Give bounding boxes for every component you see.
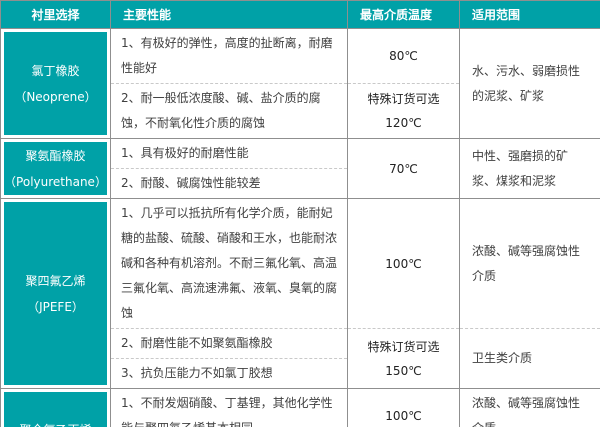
material-name: 聚全氟乙丙烯	[3, 417, 108, 427]
material-cell-neoprene: 氯丁橡胶 （Neoprene）	[0, 28, 111, 139]
application-cell: 水、污水、弱磨损性的泥浆、矿浆	[459, 28, 600, 139]
performance-cell: 2、耐一般低浓度酸、碱、盐介质的腐蚀，不耐氧化性介质的腐蚀	[110, 83, 348, 139]
header-row: 衬里选择 主要性能 最高介质温度 适用范围	[0, 0, 600, 29]
material-alias: （JPEFE）	[27, 299, 84, 314]
material-cell-ptfe: 聚四氟乙烯 （JPEFE）	[0, 198, 111, 389]
temperature-note: 特殊订货可选	[367, 339, 440, 354]
table-row: 氯丁橡胶 （Neoprene） 1、有极好的弹性，高度的扯断离，耐磨性能好 80…	[0, 28, 600, 139]
performance-cell: 1、有极好的弹性，高度的扯断离，耐磨性能好	[110, 28, 348, 84]
temperature-value: 70℃	[389, 161, 418, 176]
temperature-note: 特殊订货可选	[367, 92, 440, 106]
temperature-value: 80℃	[389, 49, 418, 63]
application-cell: 卫生类介质	[459, 328, 600, 389]
temperature-cell: 100℃	[347, 198, 460, 329]
performance-cell: 2、耐酸、碱腐蚀性能较差	[110, 168, 348, 199]
temperature-cell: 70℃	[347, 138, 460, 199]
temperature-cell: 80℃	[347, 28, 460, 84]
application-cell: 浓酸、碱等强腐蚀性介质	[459, 198, 600, 329]
material-name: 聚氨酯橡胶	[25, 148, 86, 163]
application-cell: 浓酸、碱等强腐蚀性介质	[459, 388, 600, 427]
table-row: 2、耐一般低浓度酸、碱、盐介质的腐蚀，不耐氧化性介质的腐蚀 特殊订货可选 120…	[1, 83, 600, 139]
material-cell-polyurethane: 聚氨酯橡胶 （Polyurethane）	[0, 138, 111, 199]
header-lining-selection: 衬里选择	[0, 0, 111, 29]
material-name: 聚四氟乙烯	[25, 273, 86, 288]
performance-cell: 2、耐磨性能不如聚氨酯橡胶	[110, 328, 348, 359]
temperature-value: 120℃	[385, 116, 422, 130]
temperature-cell: 100℃	[347, 388, 460, 427]
table-row: 聚氨酯橡胶 （Polyurethane） 1、具有极好的耐磨性能 70℃ 中性、…	[0, 138, 600, 199]
temperature-cell: 特殊订货可选 120℃	[347, 83, 460, 139]
performance-cell: 3、抗负压能力不如氯丁胶想	[110, 358, 348, 389]
table-row: 2、耐酸、碱腐蚀性能较差	[1, 168, 600, 199]
header-main-performance: 主要性能	[110, 0, 348, 29]
performance-cell: 1、不耐发烟硝酸、丁基锂，其他化学性能与聚四氟乙烯基本相同	[110, 388, 348, 427]
material-alias: （Polyurethane）	[4, 174, 107, 189]
header-application-range: 适用范围	[459, 0, 600, 29]
temperature-value: 100℃	[385, 256, 422, 271]
material-name: 氯丁橡胶	[31, 63, 80, 78]
table-row: 3、抗负压能力不如氯丁胶想	[1, 358, 600, 389]
material-alias: （Neoprene）	[14, 89, 97, 104]
performance-cell: 1、具有极好的耐磨性能	[110, 138, 348, 169]
table-row: 聚全氟乙丙烯 （F46） 1、不耐发烟硝酸、丁基锂，其他化学性能与聚四氟乙烯基本…	[0, 388, 600, 427]
temperature-cell: 特殊订货可选 150℃	[347, 328, 460, 389]
table-row: 聚四氟乙烯 （JPEFE） 1、几乎可以抵抗所有化学介质，能耐妃糖的盐酸、硫酸、…	[0, 198, 600, 389]
material-cell-f46: 聚全氟乙丙烯 （F46）	[0, 388, 111, 427]
header-max-medium-temp: 最高介质温度	[347, 0, 460, 29]
application-cell: 中性、强磨损的矿浆、煤浆和泥浆	[459, 138, 600, 199]
temperature-value: 100℃	[385, 409, 422, 423]
table-row: 2、耐磨性能不如聚氨酯橡胶 特殊订货可选 150℃ 卫生类介质	[1, 328, 600, 389]
performance-cell: 1、几乎可以抵抗所有化学介质，能耐妃糖的盐酸、硫酸、硝酸和王水，也能耐浓碱和各种…	[110, 198, 348, 329]
temperature-value: 150℃	[385, 363, 422, 378]
